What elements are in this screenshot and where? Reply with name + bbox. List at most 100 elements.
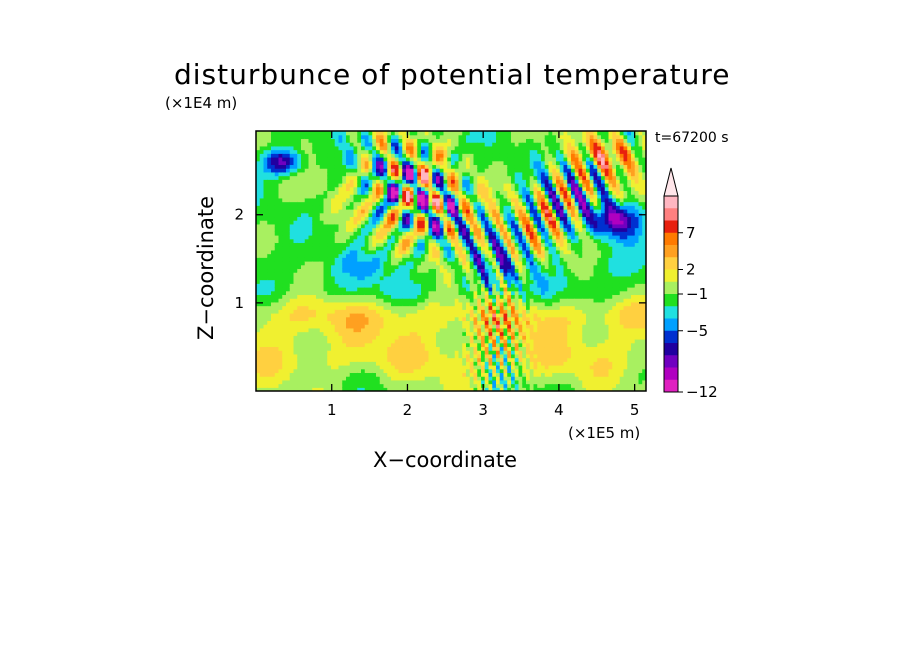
field-cell [466, 350, 471, 355]
field-cell [428, 342, 433, 348]
field-cell [443, 197, 448, 203]
field-cell [436, 365, 441, 370]
field-cell [267, 145, 272, 151]
field-cell [481, 138, 486, 143]
field-cell [353, 223, 358, 229]
field-cell [327, 249, 332, 255]
field-cell [496, 372, 501, 377]
field-cell [443, 227, 448, 232]
field-cell [488, 339, 493, 344]
field-cell [368, 350, 373, 355]
field-cell [271, 309, 276, 314]
field-cell [267, 346, 272, 351]
field-cell [323, 223, 328, 229]
field-cell [353, 361, 358, 366]
field-cell [462, 357, 467, 362]
field-cell [338, 246, 343, 251]
field-cell [286, 179, 291, 184]
field-cell [428, 316, 433, 322]
field-cell [342, 149, 347, 154]
field-cell [263, 175, 268, 180]
field-cell [447, 249, 452, 255]
field-cell [477, 383, 482, 388]
field-cell [424, 313, 430, 318]
field-cell [473, 283, 478, 288]
field-cell [282, 361, 287, 366]
field-cell [271, 238, 276, 244]
field-cell [301, 301, 306, 307]
field-cell [421, 168, 426, 173]
field-cell [308, 372, 313, 377]
field-cell [417, 186, 422, 192]
field-cell [278, 342, 283, 348]
field-cell [372, 164, 377, 169]
field-cell [327, 164, 332, 169]
field-cell [319, 179, 325, 184]
field-cell [492, 313, 497, 318]
field-cell [357, 368, 362, 374]
field-cell [316, 272, 321, 277]
field-cell [409, 201, 415, 206]
field-cell [492, 353, 497, 359]
field-cell [256, 257, 261, 262]
field-cell [454, 149, 460, 154]
field-cell [383, 171, 388, 177]
field-cell [316, 287, 321, 292]
field-cell [428, 131, 433, 136]
field-cell [439, 249, 445, 255]
field-cell [439, 235, 445, 240]
field-cell [507, 197, 512, 203]
field-cell [394, 238, 400, 244]
field-cell [398, 379, 403, 385]
field-cell [503, 231, 508, 236]
field-cell [496, 223, 501, 229]
field-cell [436, 379, 441, 385]
field-cell [364, 335, 370, 340]
field-cell [271, 194, 276, 199]
field-cell [394, 372, 400, 377]
field-cell [376, 175, 381, 180]
field-cell [477, 183, 482, 188]
field-cell [346, 283, 351, 288]
field-cell [263, 201, 268, 206]
field-cell [424, 220, 430, 225]
field-cell [406, 353, 411, 359]
field-cell [409, 357, 415, 362]
field-cell [267, 231, 272, 236]
field-cell [477, 168, 482, 173]
field-cell [383, 264, 388, 270]
field-cell [312, 305, 317, 310]
field-cell [462, 186, 467, 192]
field-cell [391, 294, 396, 299]
field-cell [278, 309, 283, 314]
field-cell [376, 313, 381, 318]
field-cell [443, 290, 448, 296]
field-cell [319, 301, 325, 307]
field-cell [331, 342, 336, 348]
field-cell [297, 324, 302, 329]
field-cell [496, 209, 501, 214]
field-cell [413, 339, 418, 344]
field-cell [301, 153, 306, 158]
field-cell [312, 339, 317, 344]
field-cell [379, 346, 385, 351]
field-cell [436, 175, 441, 180]
field-cell [421, 376, 426, 381]
field-cell [428, 164, 433, 169]
field-cell [289, 294, 295, 299]
field-cell [312, 145, 317, 151]
field-cell [406, 294, 411, 299]
field-cell [473, 335, 478, 340]
field-cell [409, 353, 415, 359]
field-cell [334, 361, 340, 366]
field-cell [447, 197, 452, 203]
field-cell [263, 309, 268, 314]
field-cell [256, 316, 261, 322]
field-cell [346, 301, 351, 307]
field-cell [372, 205, 377, 210]
field-cell [499, 361, 505, 366]
field-cell [469, 316, 475, 322]
field-cell [443, 179, 448, 184]
field-cell [286, 298, 291, 303]
field-cell [364, 190, 370, 195]
